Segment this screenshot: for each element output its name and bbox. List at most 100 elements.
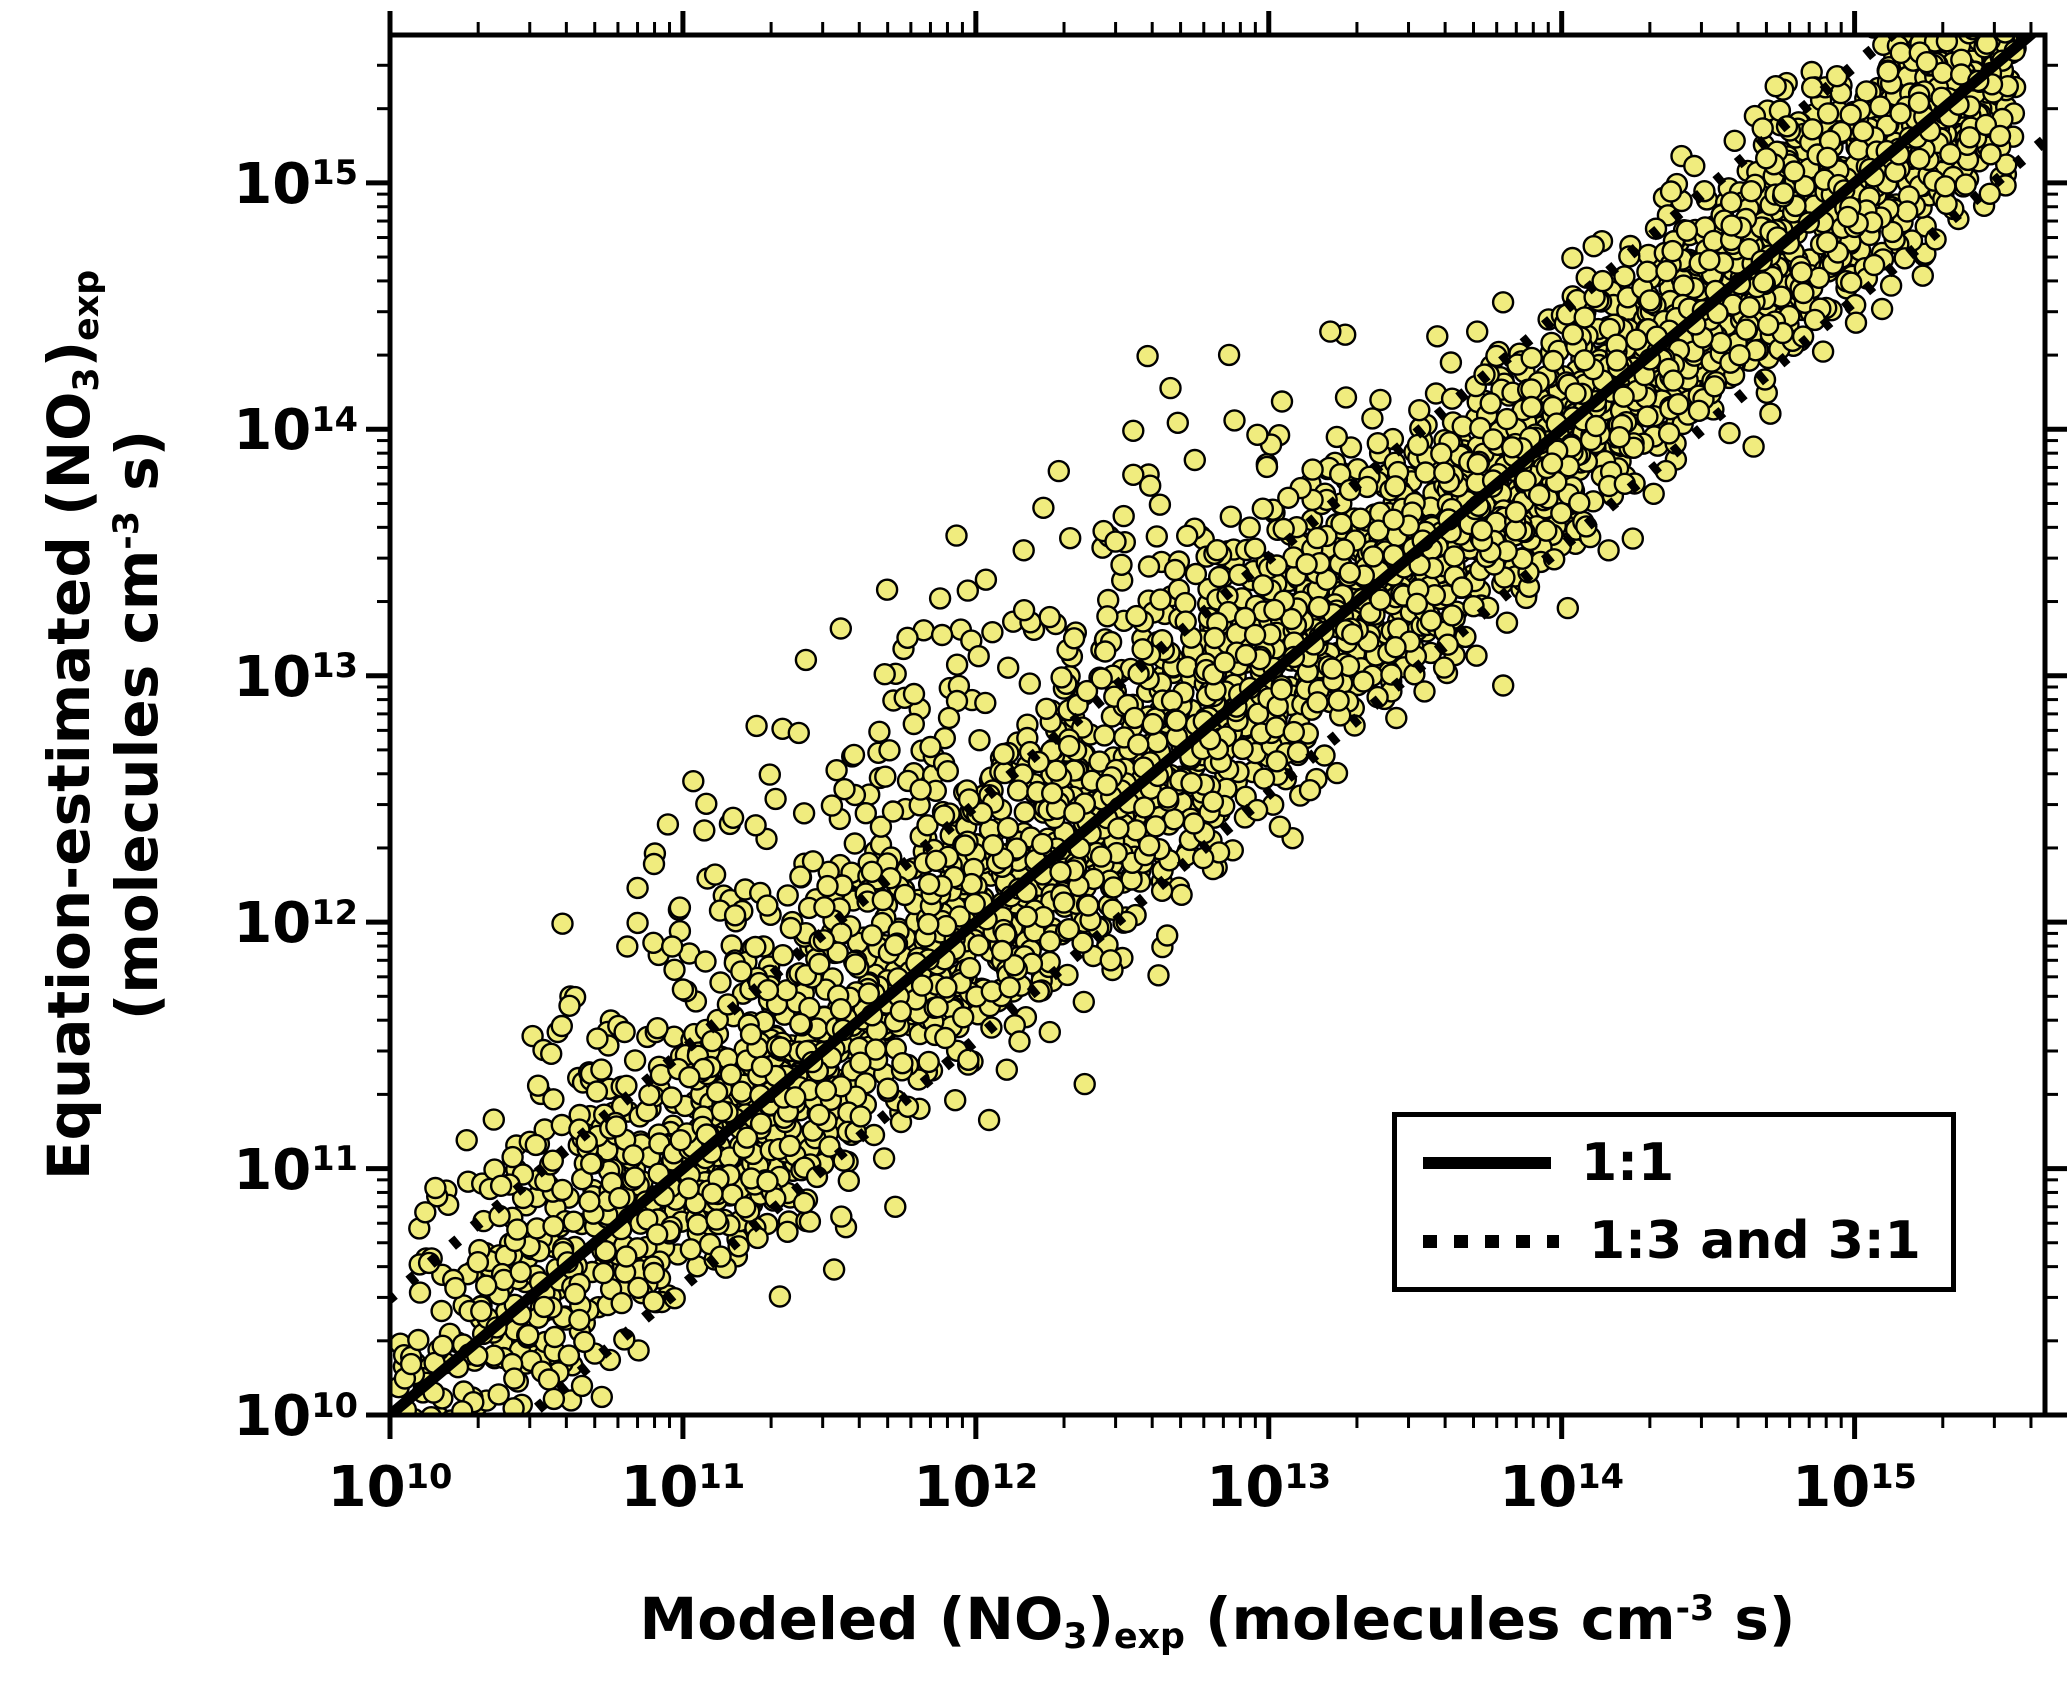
data-point bbox=[524, 1133, 547, 1157]
data-point bbox=[844, 953, 867, 976]
data-point bbox=[719, 1063, 743, 1086]
data-point bbox=[562, 1210, 585, 1233]
data-point bbox=[769, 1036, 792, 1059]
data-point bbox=[1742, 435, 1765, 458]
data-point bbox=[1657, 422, 1681, 445]
data-point bbox=[756, 979, 780, 1002]
data-point bbox=[864, 1038, 887, 1061]
data-point bbox=[779, 916, 802, 940]
data-point bbox=[1182, 812, 1206, 835]
data-point bbox=[958, 956, 982, 980]
data-point bbox=[936, 760, 959, 783]
data-point bbox=[721, 806, 745, 829]
data-point bbox=[1432, 656, 1456, 679]
data-point bbox=[558, 994, 581, 1017]
data-point bbox=[1605, 349, 1629, 372]
data-point bbox=[1987, 5, 2007, 25]
data-point bbox=[874, 765, 897, 788]
data-point bbox=[444, 1276, 467, 1300]
y-axis-title-line2: (molecules cm-3 s) bbox=[103, 429, 171, 1021]
data-point bbox=[590, 1058, 613, 1081]
data-point bbox=[756, 1170, 779, 1193]
data-point bbox=[957, 1048, 980, 1072]
data-point bbox=[1341, 623, 1364, 646]
data-point bbox=[1440, 604, 1464, 627]
data-point bbox=[695, 792, 718, 815]
data-point bbox=[1879, 274, 1903, 297]
data-point bbox=[1234, 643, 1258, 667]
data-point bbox=[570, 1374, 594, 1398]
data-point bbox=[945, 524, 968, 547]
data-point bbox=[408, 1281, 432, 1304]
data-point bbox=[998, 976, 1021, 999]
data-point bbox=[798, 1210, 822, 1233]
data-point bbox=[682, 770, 705, 793]
data-point bbox=[542, 1214, 565, 1238]
data-point bbox=[1369, 388, 1392, 412]
data-point bbox=[615, 1245, 638, 1268]
data-point bbox=[407, 1328, 430, 1352]
data-point bbox=[1191, 846, 1215, 870]
data-point bbox=[1231, 737, 1254, 761]
data-point bbox=[1006, 779, 1030, 802]
data-point bbox=[1608, 426, 1631, 449]
data-point bbox=[830, 1205, 853, 1228]
data-point bbox=[1958, 126, 1981, 149]
data-point bbox=[580, 1152, 603, 1175]
data-point bbox=[784, 1086, 807, 1109]
data-point bbox=[1265, 750, 1289, 773]
y-tick-label-10e11: 1011 bbox=[233, 1137, 358, 1203]
data-point bbox=[1816, 102, 1840, 125]
data-point bbox=[1165, 709, 1188, 732]
data-point bbox=[1015, 905, 1039, 928]
data-point bbox=[1141, 712, 1165, 736]
data-point bbox=[1703, 375, 1726, 398]
data-point bbox=[1962, 0, 1982, 5]
data-point bbox=[1251, 574, 1275, 597]
data-point bbox=[1752, 271, 1775, 294]
data-point bbox=[537, 1368, 561, 1391]
data-point bbox=[1801, 118, 1824, 141]
y-tick-label-10e12: 1012 bbox=[233, 891, 358, 957]
data-point bbox=[1090, 667, 1113, 690]
data-point bbox=[744, 935, 767, 959]
data-point bbox=[1504, 500, 1528, 524]
data-point bbox=[513, 1432, 533, 1452]
x-tick-label-10e10: 1010 bbox=[327, 1455, 453, 1520]
data-point bbox=[1520, 395, 1543, 419]
data-point bbox=[1282, 720, 1306, 744]
data-point bbox=[1979, 143, 2002, 166]
data-point bbox=[1655, 259, 1678, 283]
data-point bbox=[1306, 691, 1329, 714]
data-point bbox=[1184, 562, 1208, 586]
data-point bbox=[1907, 91, 1931, 114]
data-point bbox=[1155, 924, 1179, 947]
data-point bbox=[627, 1276, 650, 1300]
data-point bbox=[881, 800, 905, 823]
data-point bbox=[626, 876, 649, 900]
data-point bbox=[1382, 508, 1405, 531]
data-point bbox=[1136, 344, 1159, 368]
data-point bbox=[1433, 461, 1456, 484]
data-point bbox=[642, 1290, 665, 1313]
data-point bbox=[1756, 313, 1780, 337]
data-point bbox=[1174, 591, 1197, 615]
data-point bbox=[710, 1099, 734, 1123]
data-point bbox=[1035, 697, 1058, 720]
data-point bbox=[771, 944, 794, 967]
data-point bbox=[1095, 773, 1119, 797]
data-point bbox=[1947, 7, 1967, 27]
data-point bbox=[451, 1400, 474, 1415]
data-point bbox=[700, 1029, 724, 1053]
data-point bbox=[1205, 539, 1229, 562]
data-point bbox=[891, 1051, 914, 1075]
data-point bbox=[1180, 771, 1203, 795]
data-point bbox=[1148, 493, 1172, 516]
data-point bbox=[1996, 0, 2016, 3]
data-point bbox=[466, 1250, 490, 1274]
data-point bbox=[1584, 414, 1608, 438]
data-point bbox=[1062, 627, 1086, 650]
data-point bbox=[1894, 0, 1914, 16]
data-point bbox=[953, 834, 977, 857]
